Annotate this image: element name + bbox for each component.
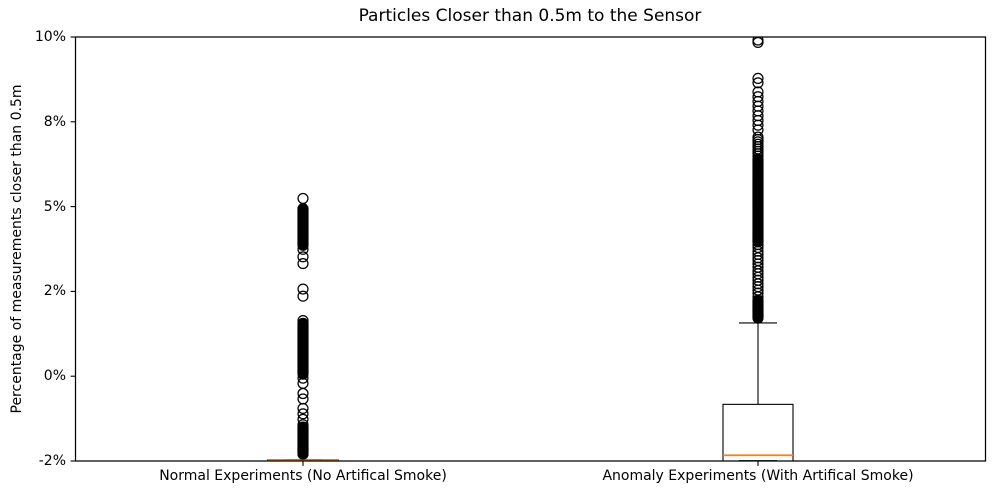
boxplot-normal (267, 192, 339, 461)
x-tick-label: Normal Experiments (No Artifical Smoke) (159, 467, 447, 484)
outlier-marker (297, 408, 309, 420)
outlier-marker (752, 236, 764, 248)
chart-title: Particles Closer than 0.5m to the Sensor (358, 6, 702, 26)
outlier-marker (297, 372, 309, 384)
y-tick-label: -2% (38, 453, 66, 469)
y-tick-label: 2% (43, 283, 66, 300)
outlier-marker (297, 283, 309, 295)
y-axis-label: Percentage of measurements closer than 0… (9, 84, 25, 414)
axes-spines (74, 36, 987, 462)
y-tick-label: 8% (43, 113, 66, 130)
y-tick-label: 5% (43, 198, 66, 215)
outlier-marker (297, 192, 309, 205)
box (722, 403, 794, 461)
y-tick-label: 10% (34, 29, 66, 45)
outlier-marker (297, 239, 309, 251)
outlier-marker (752, 119, 764, 131)
outlier-marker (752, 37, 764, 49)
outlier-marker (297, 290, 309, 302)
outlier-marker (297, 368, 309, 380)
boxplot-anomaly (722, 37, 794, 461)
outlier-marker (297, 387, 309, 400)
outlier-marker (297, 251, 309, 263)
outlier-marker (752, 72, 764, 84)
outlier-marker (297, 258, 309, 270)
outlier-marker (297, 243, 309, 255)
x-tick-label: Anomaly Experiments (With Artifical Smok… (602, 467, 914, 484)
y-tick-label: 0% (43, 368, 66, 385)
outlier-marker (297, 448, 309, 460)
outlier-marker (752, 77, 764, 89)
outlier-marker (297, 402, 309, 414)
outlier-marker (752, 312, 764, 324)
